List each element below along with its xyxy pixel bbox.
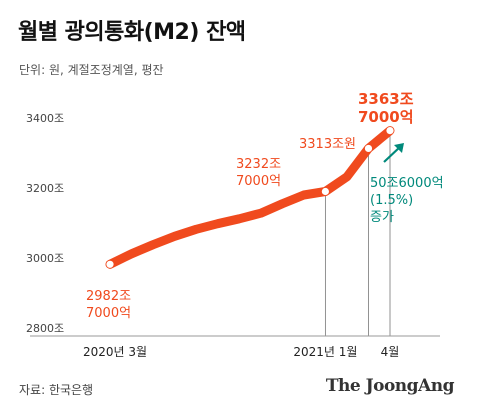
source-note: 자료: 한국은행 [19,383,94,397]
start-value-label: 2982조 [86,289,131,304]
increase-arrow-head [394,143,404,153]
start-value-label: 7000억 [86,306,131,321]
data-point [106,260,114,268]
x-axis-ticks: 2020년 3월 2021년 1월 4월 [83,345,399,359]
y-axis: 2800조 3000조 3200조 3400조 [26,112,64,335]
mar-value-label: 3313조원 [299,137,356,152]
x-tick-label: 2020년 3월 [83,345,147,359]
y-tick-label: 3200조 [26,182,64,195]
data-point [364,144,373,153]
change-label: (1.5%) [370,193,413,208]
x-tick-label: 4월 [381,345,400,359]
change-label: 증가 [370,210,394,225]
series-layer [105,126,395,269]
chart-title: 월별 광의통화(M2) 잔액 [18,20,246,45]
series-line [105,126,395,269]
change-label: 50조6000억 [370,176,444,191]
apr-value-label: 7000억 [358,108,414,126]
brand-logo: The JoongAng [325,376,455,396]
y-tick-label: 2800조 [26,322,64,335]
apr-value-label: 3363조 [358,90,414,108]
jan-value-label: 3232조 [236,157,281,172]
y-tick-label: 3000조 [26,252,64,265]
data-point [321,187,329,196]
guide-lines [324,130,391,336]
x-tick-label: 2021년 1월 [293,345,357,359]
y-tick-label: 3400조 [26,112,64,125]
unit-note: 단위: 원, 계절조정계열, 평잔 [19,63,164,77]
annotations: 2982조7000억3232조7000억3313조원3363조7000억50조6… [86,90,444,321]
jan-value-label: 7000억 [236,174,281,189]
data-point [386,127,394,135]
